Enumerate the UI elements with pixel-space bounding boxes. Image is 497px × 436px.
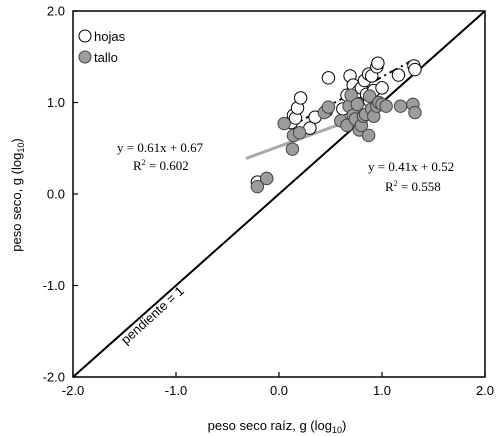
y-tick-label: 0.0 bbox=[47, 187, 65, 202]
point-tallo bbox=[393, 99, 408, 113]
x-tick-label: -1.0 bbox=[165, 383, 187, 398]
point-tallo bbox=[361, 128, 376, 143]
y-tick-label: -1.0 bbox=[43, 278, 65, 293]
point-tallo bbox=[259, 171, 274, 186]
point-tallo bbox=[344, 88, 358, 102]
point-tallo bbox=[285, 142, 300, 156]
legend-label-tallo: tallo bbox=[94, 50, 118, 65]
y-tick-label: 2.0 bbox=[47, 4, 65, 19]
point-hojas bbox=[321, 71, 336, 85]
fit-r2-hojas: R2 = 0.602 bbox=[133, 158, 189, 173]
point-hojas bbox=[293, 91, 308, 105]
legend: hojas tallo bbox=[78, 29, 126, 65]
fit-equation-tallo: y = 0.41x + 0.52 bbox=[368, 159, 454, 174]
y-axis-title: peso seco, g (log10) bbox=[9, 138, 26, 251]
series-tallo bbox=[250, 88, 422, 194]
axis-ticks: -2.0 -1.0 0.0 1.0 2.0 -2.0 -1.0 0.0 1.0 2.0 bbox=[43, 4, 494, 399]
point-tallo bbox=[350, 97, 364, 112]
x-axis-title: peso seco raíz, g (log10) bbox=[208, 418, 347, 435]
fit-equation-hojas: y = 0.61x + 0.67 bbox=[117, 140, 204, 155]
x-tick-label: 1.0 bbox=[373, 383, 391, 398]
x-tick-label: 0.0 bbox=[270, 383, 288, 398]
x-tick-label: 2.0 bbox=[476, 383, 494, 398]
point-tallo bbox=[250, 179, 265, 194]
point-hojas bbox=[408, 62, 422, 77]
point-hojas bbox=[371, 56, 385, 70]
point-tallo bbox=[292, 125, 307, 140]
legend-label-hojas: hojas bbox=[94, 29, 126, 44]
point-hojas bbox=[375, 81, 389, 95]
legend-marker-tallo bbox=[78, 50, 92, 64]
point-tallo bbox=[379, 99, 393, 113]
y-tick-label: 1.0 bbox=[47, 95, 65, 110]
point-tallo bbox=[362, 89, 377, 103]
fit-r2-tallo: R2 = 0.558 bbox=[385, 179, 441, 194]
point-hojas bbox=[391, 68, 406, 82]
point-tallo bbox=[321, 100, 336, 114]
x-tick-label: -2.0 bbox=[62, 383, 84, 398]
point-tallo bbox=[277, 116, 291, 131]
y-tick-label: -2.0 bbox=[43, 370, 65, 385]
legend-marker-hojas bbox=[78, 29, 92, 43]
point-tallo bbox=[408, 105, 422, 120]
